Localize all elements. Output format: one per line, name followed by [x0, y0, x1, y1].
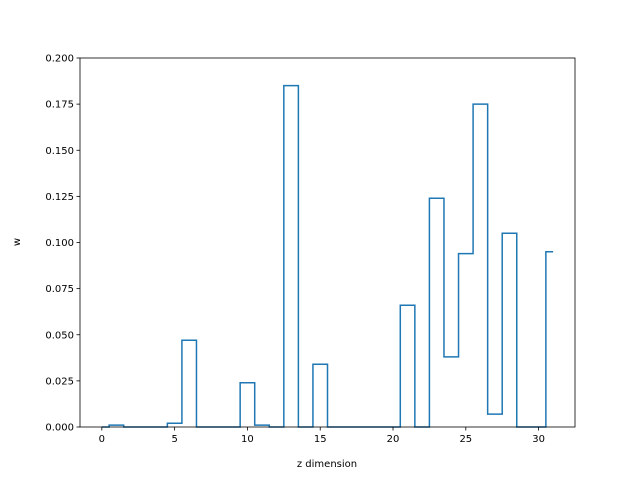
- x-tick-label: 0: [99, 434, 105, 445]
- x-tick-label: 20: [387, 434, 400, 445]
- y-tick-label: 0.150: [45, 146, 74, 157]
- y-tick-label: 0.200: [45, 54, 74, 65]
- x-tick-label: 5: [171, 434, 177, 445]
- x-axis: 0 5 10 15 20 25 30: [99, 427, 545, 445]
- plot-area: [101, 84, 554, 428]
- x-axis-label: z dimension: [297, 459, 357, 470]
- axes-frame: [79, 57, 576, 428]
- x-tick-label: 15: [314, 434, 327, 445]
- y-tick-label: 0.100: [45, 238, 74, 249]
- series-step-line: [101, 84, 554, 428]
- y-tick-label: 0.025: [45, 376, 74, 387]
- y-tick-label: 0.075: [45, 284, 74, 295]
- y-tick-label: 0.000: [45, 423, 74, 434]
- y-tick-label: 0.125: [45, 192, 74, 203]
- y-tick-label: 0.050: [45, 330, 74, 341]
- x-tick-label: 10: [241, 434, 254, 445]
- y-axis: 0.000 0.025 0.050 0.075 0.100 0.125 0.150 0.175…: [45, 54, 80, 434]
- x-tick-label: 30: [532, 434, 545, 445]
- x-tick-label: 25: [459, 434, 472, 445]
- y-tick-label: 0.175: [45, 100, 74, 111]
- y-axis-label: w: [12, 238, 23, 246]
